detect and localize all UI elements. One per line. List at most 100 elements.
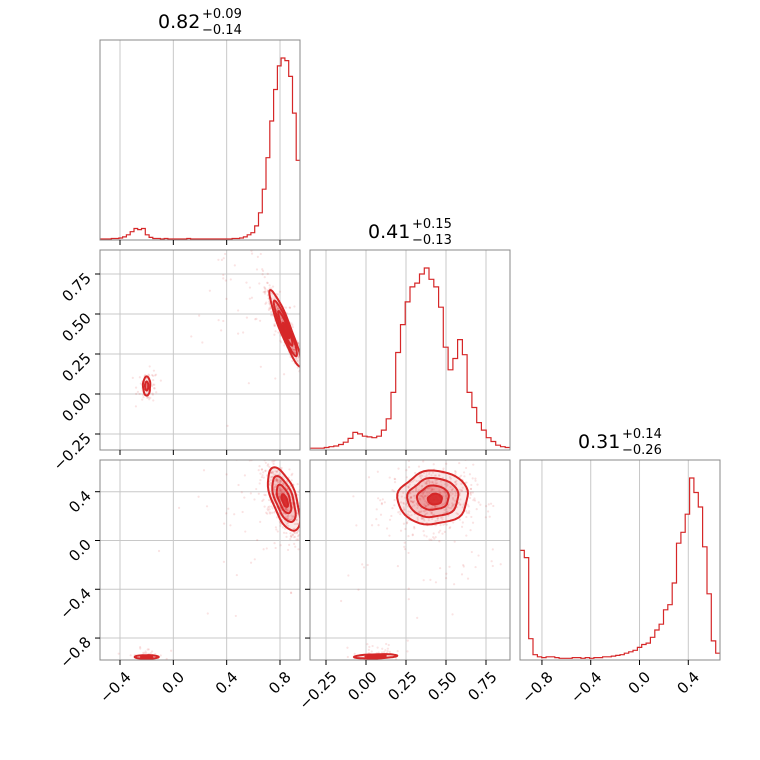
- sample-point: [429, 578, 432, 582]
- sample-point: [351, 332, 353, 334]
- sample-point: [439, 524, 442, 527]
- sample-point: [288, 468, 291, 471]
- sample-point: [278, 290, 282, 293]
- sample-point: [262, 471, 265, 474]
- sample-point: [431, 488, 434, 491]
- sample-point: [151, 392, 154, 395]
- sample-point: [432, 463, 435, 466]
- sample-point: [426, 494, 429, 497]
- sample-point: [145, 652, 148, 655]
- histogram-layer: [100, 57, 720, 659]
- sample-point: [411, 480, 414, 483]
- sample-point: [370, 524, 374, 527]
- sample-point: [305, 510, 307, 512]
- sample-point: [256, 538, 259, 542]
- sample-point: [466, 511, 469, 514]
- sample-point: [275, 305, 278, 308]
- sample-point: [273, 542, 276, 545]
- sample-point: [267, 463, 270, 466]
- sample-point: [168, 248, 170, 250]
- sample-point: [227, 440, 229, 442]
- sample-point: [259, 479, 262, 482]
- sample-point: [469, 529, 472, 532]
- sample-point: [152, 387, 156, 390]
- sample-point: [272, 462, 275, 465]
- y-tick-label-1: 0.00: [58, 389, 94, 425]
- sample-point: [465, 534, 468, 537]
- sample-point: [491, 548, 494, 551]
- sample-point: [280, 491, 283, 494]
- x-tick-label-1: 0.75: [464, 668, 500, 704]
- sample-point: [283, 344, 286, 347]
- sample-point: [294, 351, 297, 354]
- sample-point: [445, 576, 448, 580]
- sample-point: [430, 511, 433, 514]
- sample-point: [146, 396, 149, 399]
- sample-point: [427, 519, 430, 522]
- sample-point: [406, 521, 409, 524]
- sample-point: [269, 292, 273, 295]
- sample-point: [297, 356, 300, 359]
- sample-point: [409, 496, 412, 499]
- sample-point: [433, 474, 436, 477]
- sample-point: [451, 496, 455, 500]
- sample-point: [274, 470, 277, 473]
- sample-point: [295, 532, 299, 535]
- sample-point: [275, 516, 279, 519]
- sample-point: [474, 477, 477, 480]
- sample-point: [291, 533, 294, 536]
- sample-point: [387, 643, 390, 647]
- sample-point: [195, 429, 197, 431]
- sample-point: [170, 649, 173, 652]
- sample-point: [377, 497, 380, 500]
- sample-point: [263, 290, 266, 293]
- sample-point: [284, 485, 287, 488]
- sample-point: [259, 520, 262, 523]
- sample-point: [472, 498, 475, 502]
- sample-point: [247, 382, 250, 385]
- sample-point: [264, 290, 267, 293]
- sample-point: [439, 529, 442, 532]
- x-tick-label-2: −0.8: [518, 668, 556, 706]
- x-tick-label-1: −0.25: [296, 668, 341, 713]
- sample-point: [410, 514, 413, 517]
- sample-point: [206, 412, 208, 414]
- sample-point: [454, 494, 457, 497]
- sample-point: [469, 492, 472, 495]
- sample-point: [275, 307, 279, 310]
- sample-point: [286, 516, 289, 519]
- sample-point: [375, 518, 378, 521]
- sample-point: [454, 492, 457, 495]
- sample-point: [287, 515, 290, 518]
- contour-core: [280, 493, 289, 508]
- sample-point: [453, 583, 456, 586]
- sample-point: [473, 497, 476, 500]
- sample-point: [264, 302, 267, 305]
- sample-point: [142, 651, 145, 654]
- sample-point: [441, 532, 444, 535]
- sample-point: [421, 491, 425, 494]
- sample-point: [206, 443, 208, 445]
- sample-point: [456, 513, 460, 516]
- sample-point: [154, 373, 158, 376]
- sample-point: [434, 474, 438, 477]
- sample-point: [451, 489, 454, 492]
- sample-point: [266, 512, 269, 515]
- grid-layer: [100, 40, 689, 660]
- sample-point: [291, 323, 294, 327]
- sample-point: [220, 258, 224, 262]
- sample-point: [297, 548, 300, 551]
- sample-point: [407, 485, 410, 488]
- sample-point: [152, 374, 155, 377]
- sample-point: [269, 471, 273, 474]
- sample-point: [286, 488, 289, 491]
- sample-point: [197, 495, 200, 498]
- sample-point: [304, 390, 306, 392]
- sample-point: [428, 491, 431, 494]
- sample-point: [420, 510, 423, 513]
- sample-point: [190, 335, 193, 338]
- sample-point: [296, 531, 299, 534]
- sample-point: [288, 306, 292, 309]
- sample-point: [462, 564, 465, 567]
- sample-point: [268, 307, 271, 310]
